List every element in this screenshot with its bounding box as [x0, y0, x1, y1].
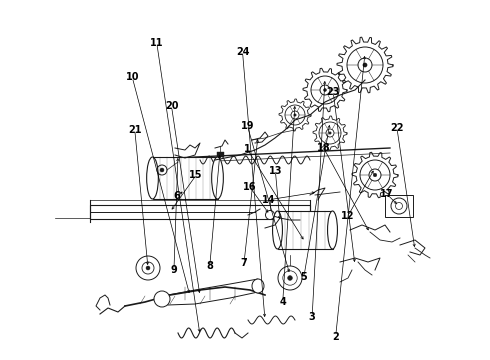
Ellipse shape [147, 157, 158, 199]
Text: 8: 8 [206, 261, 213, 271]
Ellipse shape [272, 211, 282, 249]
Circle shape [294, 114, 296, 116]
Circle shape [291, 111, 299, 119]
Circle shape [160, 168, 164, 172]
Circle shape [283, 271, 297, 285]
Text: 9: 9 [171, 265, 177, 275]
Ellipse shape [212, 157, 223, 199]
Bar [152, 157, 218, 199]
Text: 20: 20 [165, 101, 178, 111]
Text: 18: 18 [317, 143, 330, 153]
Text: 24: 24 [236, 47, 249, 57]
Polygon shape [160, 279, 258, 305]
Text: 22: 22 [390, 123, 404, 133]
Text: 6: 6 [173, 191, 180, 201]
Bar [217, 152, 224, 157]
Circle shape [136, 256, 160, 280]
Circle shape [320, 85, 330, 95]
Text: 11: 11 [150, 38, 164, 48]
Circle shape [278, 266, 302, 290]
Circle shape [154, 291, 170, 307]
Text: 16: 16 [243, 182, 257, 192]
Circle shape [266, 211, 274, 220]
Bar [385, 195, 413, 217]
Circle shape [142, 262, 154, 274]
Circle shape [369, 169, 381, 181]
Text: 10: 10 [125, 72, 139, 82]
Text: 5: 5 [300, 272, 307, 282]
Text: 7: 7 [241, 258, 247, 268]
Text: 23: 23 [326, 87, 340, 97]
Circle shape [146, 266, 150, 270]
Circle shape [329, 132, 331, 134]
Text: 13: 13 [269, 166, 282, 176]
Circle shape [395, 202, 402, 210]
Bar [90, 205, 310, 219]
Circle shape [358, 58, 372, 72]
Bar [277, 211, 333, 249]
Circle shape [323, 89, 326, 91]
Text: 4: 4 [279, 297, 286, 307]
Ellipse shape [252, 279, 264, 293]
Text: 21: 21 [128, 125, 142, 135]
Text: 19: 19 [241, 121, 254, 131]
Circle shape [363, 63, 367, 67]
Ellipse shape [327, 211, 338, 249]
Circle shape [391, 198, 407, 214]
Text: 3: 3 [309, 312, 316, 322]
Text: 14: 14 [262, 195, 275, 205]
Text: 15: 15 [189, 170, 203, 180]
Circle shape [288, 276, 293, 280]
Text: 1: 1 [244, 144, 251, 154]
Circle shape [373, 173, 377, 177]
Text: 2: 2 [332, 332, 339, 342]
Text: 17: 17 [380, 189, 394, 199]
Circle shape [326, 129, 334, 137]
Text: 12: 12 [341, 211, 355, 221]
